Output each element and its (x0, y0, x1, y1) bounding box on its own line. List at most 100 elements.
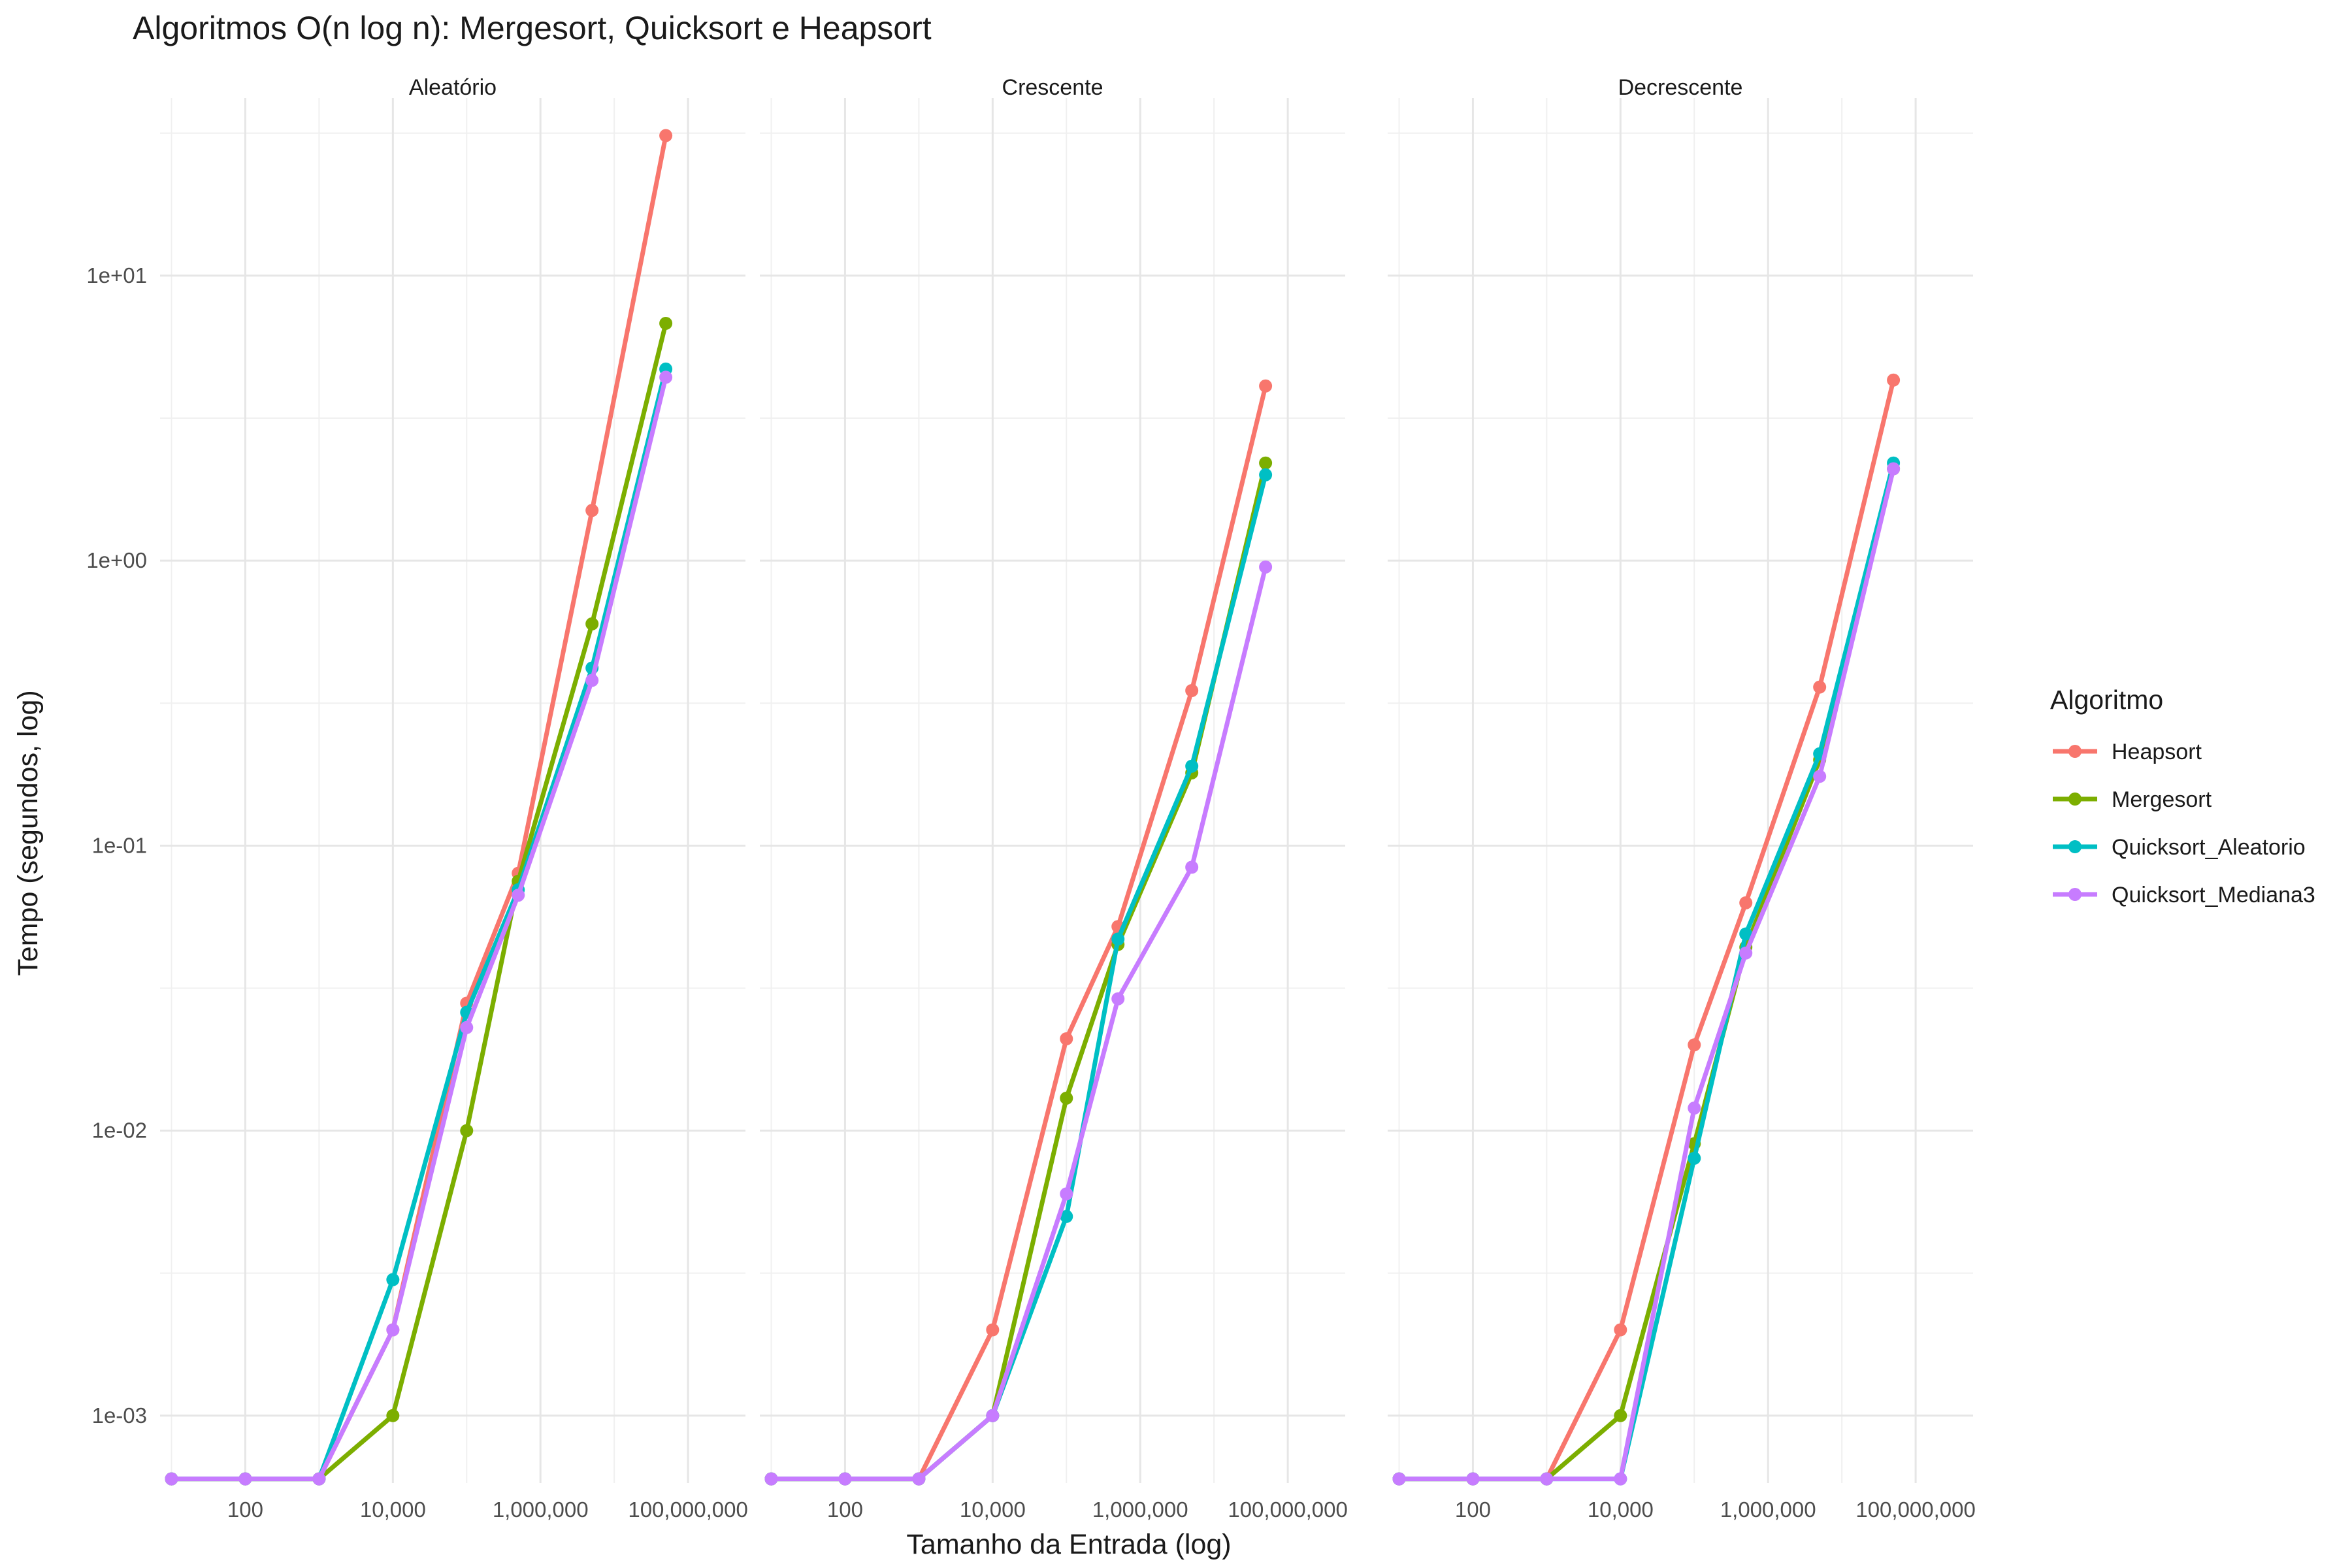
data-point (1739, 946, 1753, 960)
data-point (1111, 932, 1125, 946)
data-point (1466, 1472, 1480, 1486)
x-tick-label: 100 (227, 1497, 263, 1522)
x-tick-label: 100 (1455, 1497, 1491, 1522)
y-tick-label: 1e-01 (92, 833, 147, 857)
data-point (764, 1472, 778, 1486)
series-line (769, 564, 1268, 1482)
panels-layer: 1e-03 1e-02 1e-01 1e+00 1e+01 Aleatório 100 10,… (86, 75, 1976, 1522)
data-point (1185, 860, 1199, 874)
data-point (659, 316, 673, 330)
x-tick-label: 1,000,000 (1092, 1497, 1188, 1522)
series-quicksort-mediana3 (1392, 462, 1901, 1486)
legend-label: Quicksort_Mediana3 (2112, 883, 2315, 907)
data-point (1688, 1151, 1701, 1165)
data-point (1060, 1209, 1073, 1223)
minor-grid (1388, 98, 1973, 1483)
data-point (1259, 468, 1273, 482)
series-mergesort (1392, 462, 1901, 1486)
data-point (1739, 896, 1753, 909)
data-point (838, 1472, 852, 1486)
legend-item-quicksort-aleatorio: Quicksort_Aleatorio (2053, 835, 2306, 860)
series-heapsort (165, 129, 673, 1486)
data-point (1688, 1038, 1701, 1052)
panel-title: Aleatório (409, 75, 497, 100)
chart-title: Algoritmos O(n log n): Mergesort, Quicks… (133, 10, 932, 46)
data-point (386, 1409, 400, 1422)
x-tick-label: 100,000,000 (628, 1497, 748, 1522)
data-point (1887, 462, 1901, 476)
data-point (912, 1472, 926, 1486)
data-point (585, 504, 599, 517)
series-quicksort-mediana3 (764, 560, 1273, 1486)
legend-key-point (2068, 840, 2082, 853)
data-point (585, 674, 599, 687)
legend-label: Mergesort (2112, 787, 2212, 812)
major-grid (1388, 98, 1973, 1483)
x-tick-label: 10,000 (360, 1497, 426, 1522)
major-grid (160, 98, 745, 1483)
y-tick-label: 1e+00 (86, 548, 147, 572)
data-point (1813, 680, 1827, 694)
legend-key-point (2068, 888, 2082, 901)
data-point (585, 617, 599, 630)
data-point (1540, 1472, 1554, 1486)
data-point (1060, 1091, 1073, 1105)
data-point (1614, 1323, 1627, 1337)
minor-grid (160, 98, 745, 1483)
x-tick-label: 1,000,000 (493, 1497, 589, 1522)
data-point (659, 129, 673, 142)
minor-grid (760, 98, 1345, 1483)
series-line (169, 374, 668, 1482)
y-axis-title: Tempo (segundos, log) (12, 690, 44, 975)
data-point (1887, 373, 1901, 387)
data-point (460, 1021, 474, 1034)
data-point (1060, 1032, 1073, 1046)
panel-title: Decrescente (1618, 75, 1743, 100)
data-point (1111, 992, 1125, 1005)
series-quicksort-aleatorio (1392, 456, 1901, 1486)
data-point (1259, 379, 1273, 393)
data-point (1259, 456, 1273, 470)
legend: Algoritmo Heapsort Mergesort Quicksort_Ale… (2050, 685, 2315, 907)
series-quicksort-mediana3 (165, 370, 673, 1486)
legend-key-point (2068, 745, 2082, 758)
legend-label: Quicksort_Aleatorio (2112, 835, 2306, 860)
data-point (986, 1323, 1000, 1337)
y-tick-label: 1e-03 (92, 1403, 147, 1428)
data-point (1060, 1187, 1073, 1201)
data-point (1185, 759, 1199, 773)
legend-item-heapsort: Heapsort (2053, 740, 2202, 764)
data-point (386, 1323, 400, 1337)
data-point (986, 1409, 1000, 1422)
x-tick-label: 10,000 (1588, 1497, 1654, 1522)
legend-key-point (2068, 792, 2082, 806)
series-heapsort (764, 379, 1273, 1486)
y-tick-label: 1e+01 (86, 263, 147, 287)
panel-title: Crescente (1002, 75, 1103, 100)
data-point (1614, 1472, 1627, 1486)
panel-aleatorio: Aleatório 100 10,000 1,000,000 100,000,000 (160, 75, 748, 1522)
data-point (165, 1472, 178, 1486)
data-point (1259, 560, 1273, 574)
panel-decrescente: Decrescente 100 10,000 1,000,000 100,000,000 (1388, 75, 1976, 1522)
x-axis-title: Tamanho da Entrada (log) (906, 1529, 1231, 1560)
data-point (1813, 770, 1827, 783)
x-tick-label: 1,000,000 (1720, 1497, 1816, 1522)
data-point (312, 1472, 326, 1486)
data-point (1392, 1472, 1406, 1486)
legend-item-mergesort: Mergesort (2053, 787, 2212, 812)
legend-item-quicksort-mediana3: Quicksort_Mediana3 (2053, 883, 2315, 907)
data-point (460, 1124, 474, 1137)
data-point (1185, 684, 1199, 698)
data-point (1688, 1102, 1701, 1115)
data-point (512, 889, 525, 902)
x-tick-label: 10,000 (960, 1497, 1026, 1522)
major-grid (760, 98, 1345, 1483)
panel-crescente: Crescente 100 10,000 1,000,000 100,000,000 (760, 75, 1348, 1522)
data-point (1614, 1409, 1627, 1422)
data-point (386, 1273, 400, 1286)
series-line (1397, 466, 1896, 1482)
x-tick-label: 100,000,000 (1855, 1497, 1976, 1522)
